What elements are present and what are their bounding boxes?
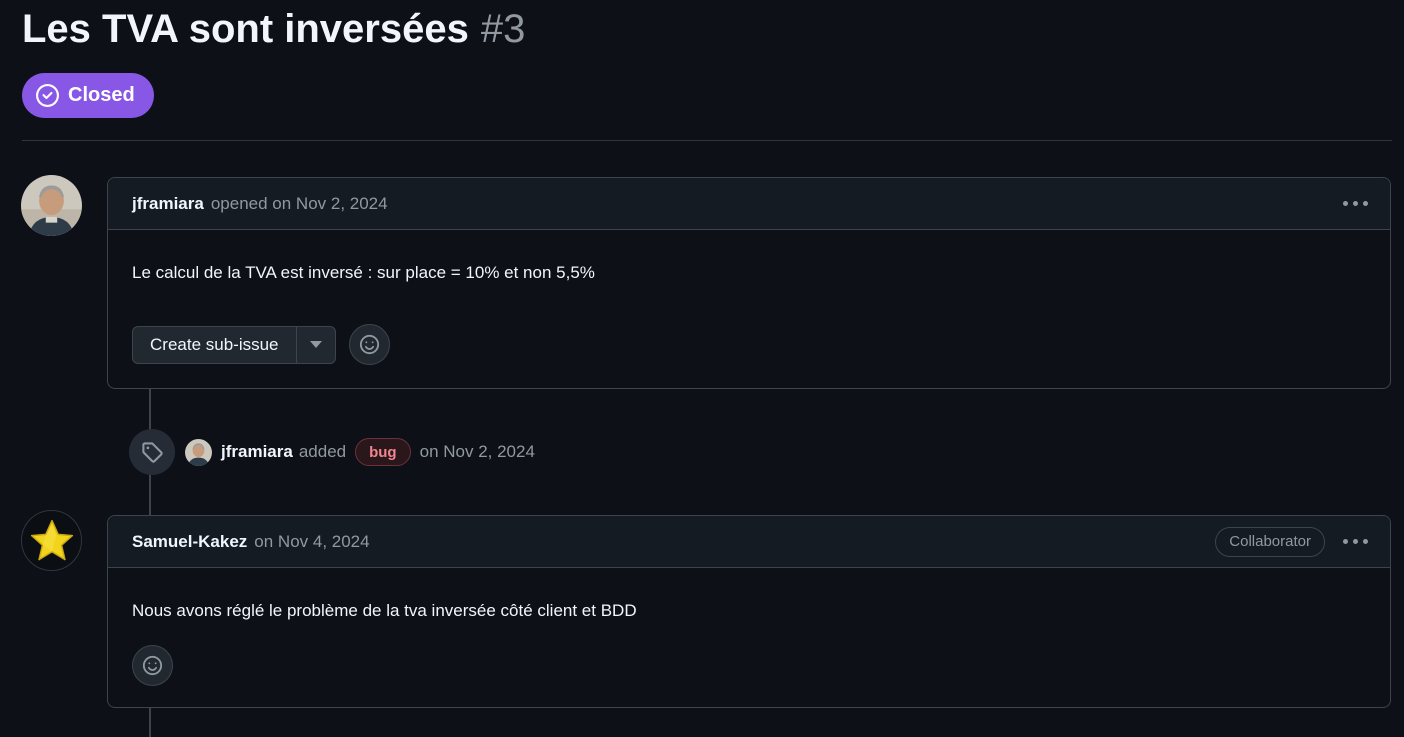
timeline-action: added [298, 442, 347, 461]
status-badge: Closed [22, 73, 154, 118]
avatar[interactable] [21, 175, 82, 236]
avatar[interactable] [185, 438, 212, 466]
kebab-icon [1363, 201, 1368, 206]
collaborator-badge: Collaborator [1215, 526, 1325, 557]
comment-menu-button[interactable] [1339, 533, 1372, 550]
comment: jframiara opened on Nov 2, 2024 Le calcu… [107, 177, 1391, 389]
comment-actions: Create sub-issue [108, 324, 1390, 365]
comment-header: jframiara opened on Nov 2, 2024 [108, 178, 1390, 230]
comment-actions [108, 645, 1390, 686]
avatar-photo [185, 438, 212, 466]
smiley-icon [359, 334, 379, 355]
add-reaction-button[interactable] [132, 645, 173, 686]
kebab-icon [1363, 539, 1368, 544]
title-divider [22, 140, 1392, 141]
comment-header: Samuel-Kakez on Nov 4, 2024 Collaborator [108, 516, 1390, 568]
status-label: Closed [68, 84, 135, 106]
comment-text: Le calcul de la TVA est inversé : sur pl… [132, 263, 595, 282]
label-bug[interactable]: bug [355, 438, 411, 466]
comment-menu-button[interactable] [1339, 195, 1372, 212]
timeline-timestamp[interactable]: on Nov 2, 2024 [419, 442, 535, 461]
issue-title-text: Les TVA sont inversées [22, 7, 469, 51]
create-sub-issue-dropdown-button[interactable] [297, 327, 335, 363]
star-avatar-image [30, 519, 73, 560]
comment-author-link[interactable]: Samuel-Kakez [132, 531, 248, 551]
chevron-down-icon [309, 341, 322, 348]
avatar[interactable] [21, 510, 82, 571]
timeline-actor-link[interactable]: jframiara [221, 442, 293, 461]
tag-icon [129, 429, 175, 475]
timeline-event-label-added: jframiara added bug on Nov 2, 2024 [129, 429, 535, 475]
avatar-photo [21, 175, 82, 236]
create-sub-issue-button-group: Create sub-issue [132, 325, 336, 364]
create-sub-issue-button[interactable]: Create sub-issue [133, 327, 296, 363]
issue-number: #3 [480, 7, 526, 51]
page-title: Les TVA sont inversées #3 [22, 2, 525, 56]
comment-body: Le calcul de la TVA est inversé : sur pl… [108, 230, 1390, 285]
comment-text: Nous avons réglé le problème de la tva i… [132, 601, 637, 620]
comment-body: Nous avons réglé le problème de la tva i… [108, 568, 1390, 623]
button-separator [295, 326, 297, 363]
comment-author-link[interactable]: jframiara [132, 193, 204, 213]
issue-closed-icon [36, 84, 59, 107]
kebab-icon [1343, 201, 1348, 206]
smiley-icon [142, 655, 163, 676]
kebab-icon [1353, 539, 1358, 544]
comment-timestamp[interactable]: opened on Nov 2, 2024 [210, 193, 388, 213]
kebab-icon [1353, 201, 1358, 206]
add-reaction-button[interactable] [348, 324, 390, 365]
comment: Samuel-Kakez on Nov 4, 2024 Collaborator… [107, 515, 1391, 708]
timeline-event-text: jframiara added bug on Nov 2, 2024 [221, 438, 535, 466]
comment-timestamp[interactable]: on Nov 4, 2024 [254, 531, 370, 551]
kebab-icon [1343, 539, 1348, 544]
